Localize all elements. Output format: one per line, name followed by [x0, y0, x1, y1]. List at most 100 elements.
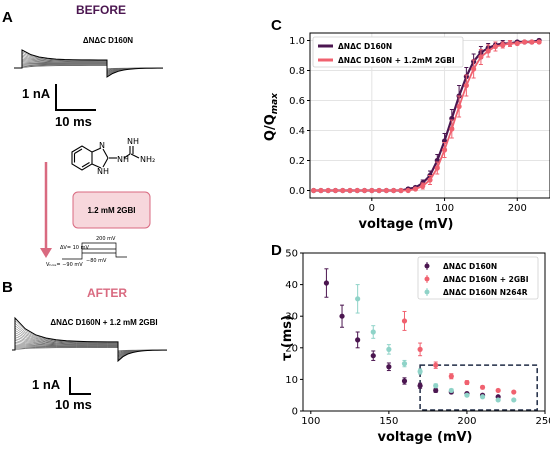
panel-b-scale-time: 10 ms	[55, 397, 92, 412]
data-point	[401, 378, 408, 384]
protocol-step-size: ΔV= 10 mV	[60, 245, 89, 251]
data-point	[511, 389, 517, 395]
data-point	[448, 387, 454, 394]
data-point	[514, 40, 520, 47]
data-point	[479, 384, 486, 390]
data-point	[448, 373, 454, 379]
data-point	[311, 187, 317, 194]
panel-label-b: B	[2, 279, 13, 296]
panel-a-scale-time: 10 ms	[55, 114, 92, 129]
treatment-arrow	[40, 162, 52, 258]
data-point	[449, 126, 455, 132]
x-tick-label: 100	[301, 416, 320, 427]
drug-box: 1.2 mM 2GBI	[72, 191, 151, 229]
current-trace	[14, 49, 163, 78]
plot-frame	[309, 32, 550, 199]
data-point	[536, 39, 542, 45]
after-title: AFTER	[87, 286, 127, 300]
data-point	[433, 387, 439, 394]
legend-label: ΔNΔC D160N + 1.2mM 2GBI	[338, 56, 455, 65]
data-point	[398, 187, 404, 194]
x-tick-label: 100	[435, 203, 454, 214]
panel-b-construct-label: ΔNΔC D160N + 1.2 mM 2GBI	[50, 318, 157, 327]
data-point	[433, 383, 439, 389]
x-tick-label: 250	[535, 416, 550, 427]
molecule-atom-nh-ring: NH	[97, 167, 109, 176]
data-point	[401, 318, 408, 324]
data-point	[417, 383, 423, 389]
y-tick-label: 0.4	[289, 126, 305, 137]
panel-b-scale-current: 1 nA	[32, 377, 61, 392]
y-tick-label: 10	[285, 375, 298, 386]
data-point	[369, 187, 375, 194]
data-point	[417, 368, 423, 375]
data-point	[323, 280, 330, 286]
x-tick-label: 200	[508, 203, 527, 214]
panel-label-a: A	[2, 9, 13, 26]
data-point	[495, 397, 501, 403]
data-point	[405, 187, 411, 194]
drug-box-label: 1.2 mM 2GBI	[87, 206, 135, 215]
x-tick-label: 150	[379, 416, 398, 427]
data-point	[386, 346, 392, 352]
data-point	[456, 103, 462, 110]
data-point	[332, 187, 339, 194]
y-tick-label: 0	[292, 407, 298, 418]
data-point	[370, 353, 376, 359]
legend-swatch	[424, 276, 430, 282]
data-point	[464, 379, 470, 386]
molecule-atom-nh2: NH₂	[140, 155, 155, 164]
data-point	[529, 39, 535, 45]
molecule-atom-nh: NH	[117, 155, 129, 164]
data-point	[485, 48, 491, 54]
panel-a-scale-current: 1 nA	[22, 86, 51, 101]
data-point	[463, 82, 469, 89]
protocol-post: −80 mV	[86, 258, 107, 264]
molecule-atom-nh-top: NH	[127, 137, 139, 146]
panel-a-current-traces	[14, 49, 164, 78]
before-title: BEFORE	[76, 3, 126, 17]
data-point	[401, 361, 408, 367]
y-tick-label: 20	[285, 343, 298, 354]
data-point	[376, 187, 382, 194]
data-point	[318, 187, 324, 194]
x-tick-label: 200	[457, 416, 476, 427]
y-tick-label: 40	[285, 280, 298, 291]
legend-frame	[312, 36, 464, 68]
legend-label: ΔNΔC D160N + 2GBI	[443, 275, 529, 284]
data-point	[370, 329, 376, 335]
legend-swatch	[424, 263, 430, 269]
y-tick-label: 0.6	[289, 96, 305, 107]
legend-frame	[417, 256, 539, 300]
voltage-protocol: 200 mV ΔV= 10 mV Vₕₒₗₔ= −90 mV −80 mV	[46, 236, 127, 268]
legend-label: ΔNΔC D160N	[338, 42, 392, 51]
data-point	[521, 39, 528, 45]
data-point	[355, 337, 361, 343]
y-tick-label: 0.0	[289, 186, 305, 197]
panel-a-construct-label: ΔNΔC D160N	[83, 36, 133, 45]
data-point	[478, 54, 484, 60]
current-trace	[12, 316, 167, 363]
data-point	[492, 43, 499, 50]
data-point	[427, 177, 433, 183]
y-tick-label: 1.0	[289, 36, 305, 47]
data-point	[441, 147, 448, 153]
data-point	[434, 165, 440, 171]
data-point	[420, 183, 426, 189]
panel-d-legend: ΔNΔC D160N ΔNΔC D160N + 2GBI ΔNΔC D160N N2…	[417, 256, 539, 300]
data-point	[464, 392, 470, 398]
panel-d-y-axis-label: τ (ms)	[280, 315, 295, 361]
data-point	[339, 313, 345, 319]
panel-a-scale-bar: 1 nA 10 ms	[22, 84, 96, 129]
legend-swatch	[424, 289, 430, 295]
data-point	[386, 364, 392, 370]
data-point	[340, 187, 346, 194]
legend-label: ΔNΔC D160N N264R	[443, 288, 528, 297]
highlight-box	[419, 364, 538, 411]
panel-label-d: D	[271, 242, 282, 259]
panel-b-scale-bar: 1 nA 10 ms	[32, 377, 92, 412]
data-point	[383, 187, 389, 194]
data-point	[417, 346, 423, 352]
